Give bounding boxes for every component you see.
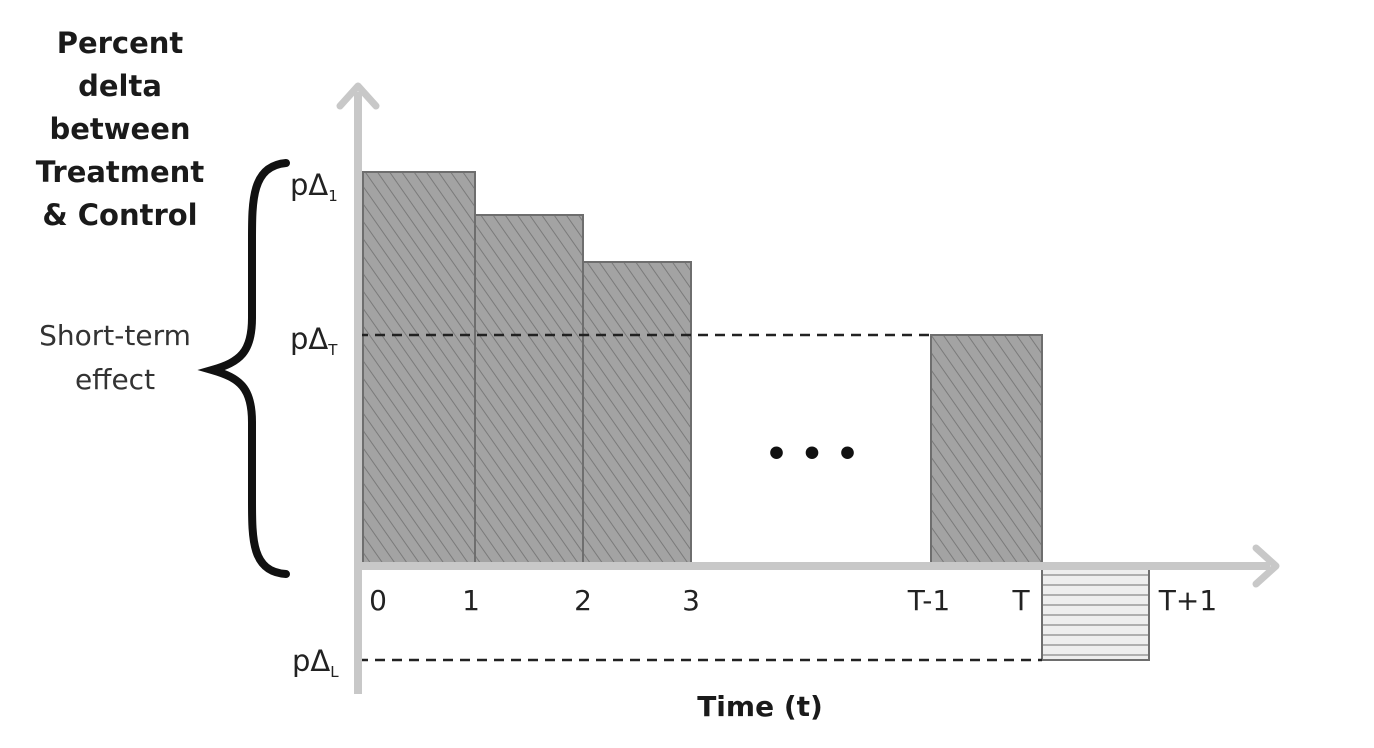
tick-label: 2 — [574, 584, 592, 617]
tick-label: 1 — [462, 584, 480, 617]
level-base: pΔ — [290, 168, 329, 202]
level-sub: L — [330, 663, 339, 681]
brace-label-line: effect — [74, 363, 156, 396]
brace-label: Short-term effect — [10, 314, 220, 402]
ellipsis: • • • — [765, 434, 859, 475]
tick-label: T+1 — [1158, 584, 1218, 617]
x-axis-label: Time (t) — [697, 690, 823, 723]
y-axis-label-line: Percent — [56, 26, 184, 60]
x-axis-arrow — [1252, 544, 1280, 588]
level-base: pΔ — [290, 322, 329, 356]
level-label-p1: pΔ1 — [290, 168, 338, 205]
bar-tT-1 — [930, 334, 1043, 567]
bar-t0 — [362, 171, 476, 567]
bar-tT-negative — [1041, 565, 1150, 661]
tick-label: 3 — [682, 584, 700, 617]
level-base: pΔ — [292, 644, 331, 678]
level-label-pT: pΔT — [290, 322, 337, 359]
y-axis-label-line: delta — [78, 69, 162, 103]
tick-label: T — [1012, 584, 1030, 617]
y-axis-label-line: between — [49, 112, 191, 146]
y-axis-label-line: & Control — [42, 198, 198, 232]
tick-label: T-1 — [907, 584, 951, 617]
brace-label-line: Short-term — [39, 319, 191, 352]
level-sub: T — [328, 341, 338, 359]
bar-t2 — [582, 261, 692, 567]
y-axis-label: Percent delta between Treatment & Contro… — [20, 22, 220, 237]
level-sub: 1 — [328, 187, 338, 205]
y-axis-arrow — [336, 82, 380, 110]
tick-label: 0 — [369, 584, 387, 617]
brace-icon — [197, 159, 290, 578]
y-axis-label-line: Treatment — [35, 155, 205, 189]
bar-t1 — [474, 214, 584, 567]
level-label-pL: pΔL — [292, 644, 339, 681]
